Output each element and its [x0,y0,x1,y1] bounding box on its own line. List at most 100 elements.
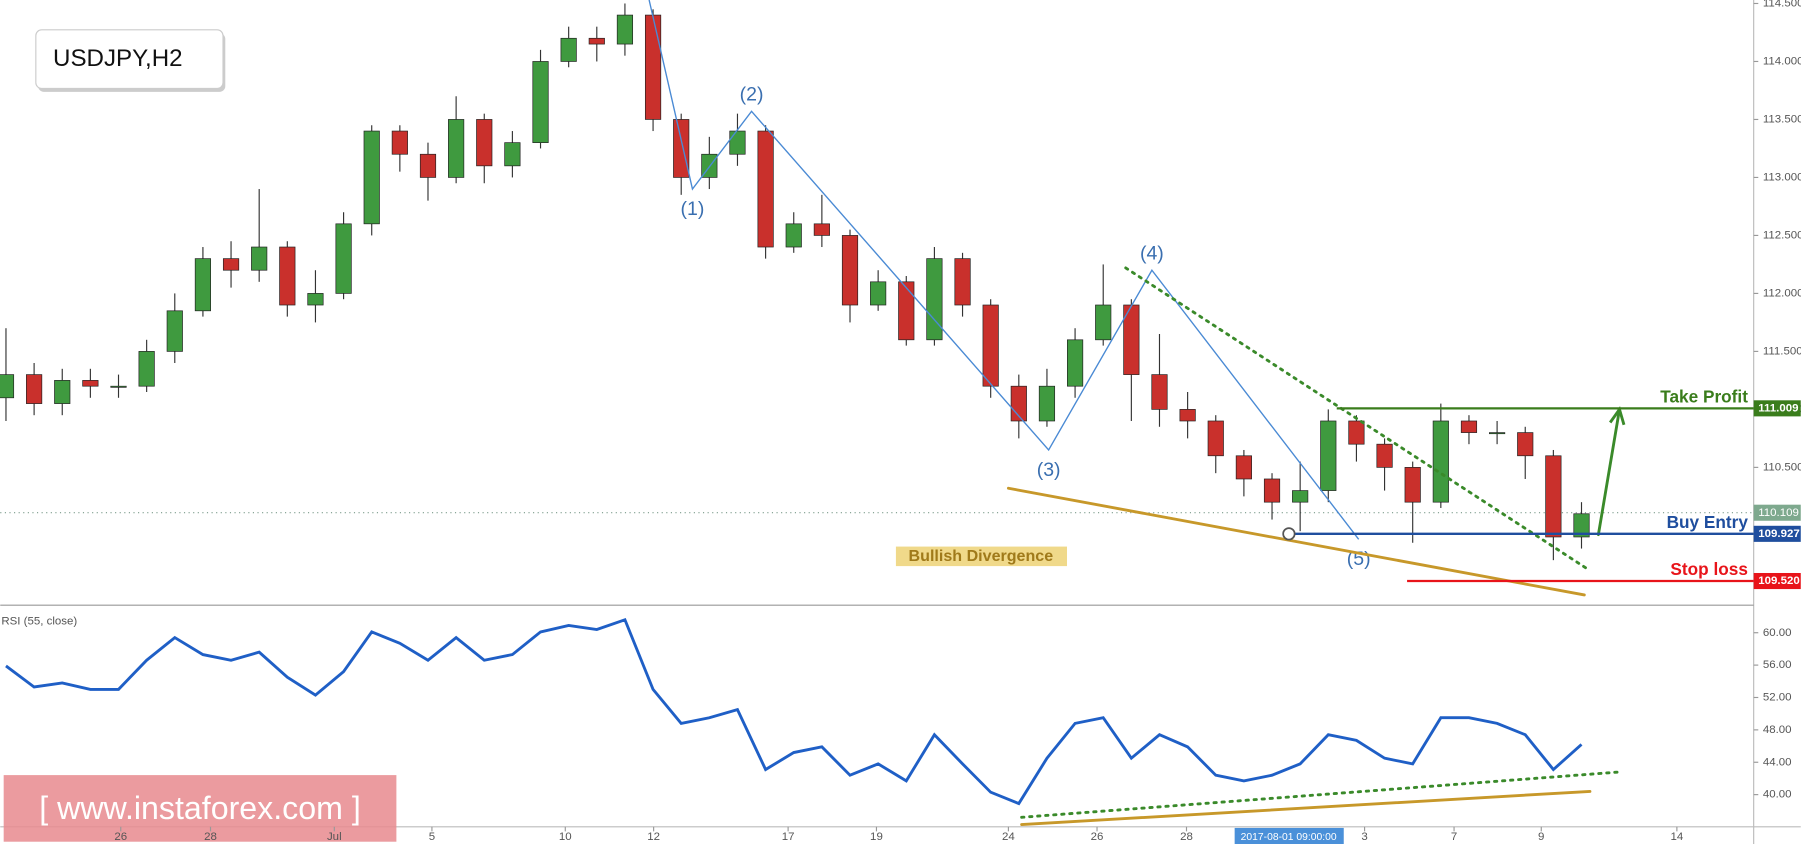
candle-body [785,223,802,248]
candle-body [644,14,662,120]
candle-body [813,223,830,236]
level-badge-label: 111.009 [1758,402,1798,414]
y-tick-label: 56.00 [1763,659,1792,671]
candle-body [1067,339,1084,387]
x-tick-label: 5 [429,831,435,843]
chart-title: USDJPY,H2 [53,45,183,72]
candle-body [476,119,493,167]
candle-body [166,310,183,352]
candle-body [222,258,240,271]
watermark-box [3,775,397,842]
candle-body [138,351,155,387]
x-tick-label: 19 [870,831,883,843]
candle-body [1517,432,1534,457]
candle-body [757,130,774,248]
x-tick-label: 28 [204,831,217,843]
watermark: [ www.instaforex.com ] [39,790,361,826]
y-tick-label: 60.00 [1763,627,1792,639]
level-badge [1753,572,1801,590]
wave-label: (4) [1140,242,1164,264]
candle-body [110,385,127,388]
candle-body [26,374,43,404]
trend-line [1006,486,1586,597]
cursor-label: 2017-08-01 09:00:00 [1241,832,1337,843]
annotation: Bullish Divergence [909,547,1054,565]
rsi-line [5,617,1583,806]
level-label: Stop loss [1670,559,1747,579]
entry-marker [1282,527,1296,541]
y-tick-label: 114.500 [1763,0,1801,10]
y-tick-label: 44.00 [1763,756,1792,768]
annotation-box [895,546,1068,567]
trend-line [1020,789,1592,827]
candle-body [954,258,971,306]
candle-body [419,153,437,178]
trend-line [1124,266,1592,573]
x-tick-label: 26 [1091,831,1104,843]
wave-label: (3) [1037,459,1061,481]
candle-body [504,142,521,167]
rsi-label: RSI (55, close) [1,615,77,627]
x-tick-label: 28 [1180,831,1193,843]
candle-body [251,246,268,271]
candle-body [279,246,296,306]
y-tick-label: 40.00 [1763,789,1792,801]
wave-label: (2) [740,83,764,105]
y-tick-label: 112.000 [1763,287,1801,299]
candle-body [870,281,887,306]
candle-body [560,37,577,62]
x-tick-label: 14 [1670,831,1683,843]
candle-body [1095,304,1112,341]
x-tick-label: 3 [1361,831,1367,843]
level-badge [1753,525,1801,542]
candle-body [391,130,408,155]
candle-body [1376,443,1393,468]
candle-body [1432,420,1449,503]
candle-body [1348,420,1365,445]
candle-body [1460,420,1478,433]
x-tick-label: 10 [559,831,572,843]
candle-body [926,258,943,341]
y-tick-label: 114.000 [1763,55,1801,67]
candle-body [448,119,465,178]
candle-body [1489,432,1506,435]
candle-body [1263,478,1281,503]
candle-body [1235,455,1252,480]
trend-line [1020,770,1621,819]
wave-label: (1) [681,198,705,220]
arrow-shaft [1596,407,1621,537]
candle-body [1179,409,1196,422]
candle-body [1207,420,1224,457]
x-tick-label: Jul [327,831,342,843]
y-tick-label: 112.500 [1763,229,1801,241]
candle-body [194,258,211,312]
candle-body [1151,374,1168,410]
x-tick-label: 12 [647,831,660,843]
cursor-box [1234,827,1344,844]
candle-body [616,14,634,45]
x-tick-label: 9 [1538,831,1544,843]
x-tick-label: 7 [1451,831,1457,843]
candle-body [1292,490,1309,503]
level-badge-label: 109.520 [1758,575,1799,587]
candle-body [588,37,605,45]
level-badge [1753,400,1801,417]
candle-body [1573,513,1590,538]
price-badge-label: 110.109 [1758,507,1799,519]
candle-body [363,130,380,225]
level-label: Buy Entry [1667,512,1749,532]
x-tick-label: 17 [782,831,795,843]
price-badge [1753,504,1801,521]
y-tick-label: 48.00 [1763,724,1792,736]
x-tick-label: 26 [114,831,127,843]
wave-line [648,0,1360,540]
candle-body [1545,455,1562,538]
candle-body [898,281,915,341]
title-box: USDJPY,H2 [35,29,226,92]
level-label: Take Profit [1660,387,1748,407]
candle-body [1320,420,1337,491]
